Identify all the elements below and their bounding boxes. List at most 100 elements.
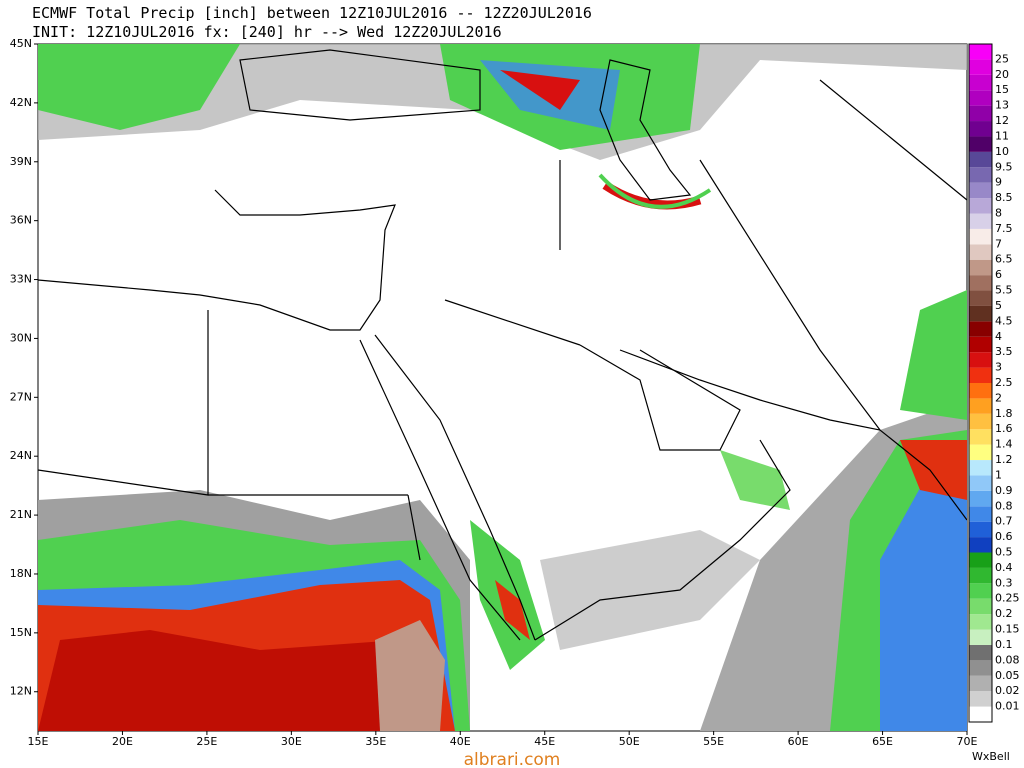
color-swatch bbox=[969, 398, 992, 414]
lon-label: 45E bbox=[534, 735, 555, 748]
level-label: 8.5 bbox=[995, 191, 1013, 204]
color-swatch bbox=[969, 691, 992, 707]
site-watermark: albrari.com bbox=[464, 750, 561, 768]
color-swatch bbox=[969, 429, 992, 445]
color-swatch bbox=[969, 552, 992, 568]
color-swatch bbox=[969, 90, 992, 106]
colorbar: 0.01 0.02 0.05 0.08 0.1 0.15 0.2 0.25 0.3 0.4 0.5 0… bbox=[968, 43, 1020, 723]
precip-area bbox=[900, 440, 967, 500]
level-label: 13 bbox=[995, 99, 1009, 112]
lat-label: 12N bbox=[10, 685, 32, 698]
color-swatch bbox=[969, 537, 992, 553]
level-label: 0.8 bbox=[995, 499, 1013, 512]
color-swatch bbox=[969, 598, 992, 615]
color-swatch bbox=[969, 506, 992, 522]
color-swatch bbox=[969, 213, 992, 229]
color-swatch bbox=[969, 675, 992, 692]
lat-label: 45N bbox=[10, 37, 32, 50]
level-label: 2.5 bbox=[995, 376, 1013, 389]
precip-area bbox=[375, 620, 445, 731]
level-label: 15 bbox=[995, 83, 1009, 96]
lon-label: 30E bbox=[281, 735, 302, 748]
lat-label: 18N bbox=[10, 567, 32, 580]
color-swatch bbox=[969, 614, 992, 630]
color-swatch bbox=[969, 321, 992, 337]
lon-label: 50E bbox=[619, 735, 640, 748]
color-swatch bbox=[969, 244, 992, 260]
color-swatch bbox=[969, 706, 992, 722]
lon-label: 25E bbox=[196, 735, 217, 748]
level-label: 0.01 bbox=[995, 700, 1020, 713]
level-label: 5.5 bbox=[995, 284, 1013, 297]
color-swatch bbox=[969, 336, 992, 353]
level-label: 0.3 bbox=[995, 576, 1013, 589]
level-label: 9 bbox=[995, 176, 1002, 189]
color-swatch bbox=[969, 105, 992, 122]
level-label: 6.5 bbox=[995, 253, 1013, 266]
precip-area bbox=[720, 450, 790, 510]
color-swatch bbox=[969, 275, 992, 291]
color-swatch bbox=[969, 259, 992, 276]
level-label: 0.6 bbox=[995, 530, 1013, 543]
coastline bbox=[37, 189, 396, 331]
color-swatch bbox=[969, 460, 992, 476]
lat-label: 30N bbox=[10, 331, 32, 344]
color-swatch bbox=[969, 59, 992, 75]
level-label: 1.4 bbox=[995, 438, 1013, 451]
level-label: 3.5 bbox=[995, 345, 1013, 358]
lat-label: 15N bbox=[10, 626, 32, 639]
level-label: 0.05 bbox=[995, 669, 1020, 682]
color-swatch bbox=[969, 644, 992, 661]
color-swatch bbox=[969, 521, 992, 538]
precip-area bbox=[38, 44, 240, 130]
lon-label: 20E bbox=[112, 735, 133, 748]
level-label: 25 bbox=[995, 52, 1009, 65]
color-swatch bbox=[969, 444, 992, 461]
color-swatch bbox=[969, 660, 992, 676]
level-label: 7.5 bbox=[995, 222, 1013, 235]
level-label: 0.4 bbox=[995, 561, 1013, 574]
precip-area bbox=[598, 173, 712, 209]
color-swatch bbox=[969, 567, 992, 584]
color-swatch bbox=[969, 305, 992, 322]
level-label: 1.2 bbox=[995, 453, 1013, 466]
lon-label: 65E bbox=[872, 735, 893, 748]
precip-area bbox=[540, 530, 760, 650]
level-label: 4 bbox=[995, 330, 1002, 343]
level-label: 11 bbox=[995, 129, 1009, 142]
lon-label: 40E bbox=[450, 735, 471, 748]
coastline bbox=[619, 349, 968, 521]
coastline bbox=[599, 59, 692, 201]
coastline bbox=[359, 334, 536, 641]
color-swatch bbox=[969, 182, 992, 199]
lat-label: 33N bbox=[10, 273, 32, 286]
color-swatch bbox=[969, 151, 992, 168]
lon-label: 35E bbox=[365, 735, 386, 748]
level-label: 12 bbox=[995, 114, 1009, 127]
level-label: 2 bbox=[995, 391, 1002, 404]
precip-area bbox=[500, 70, 580, 110]
color-swatch bbox=[969, 121, 992, 137]
level-label: 0.25 bbox=[995, 592, 1020, 605]
precip-area bbox=[38, 630, 440, 731]
lat-label: 27N bbox=[10, 390, 32, 403]
color-swatch bbox=[969, 629, 992, 645]
colorbar-frame bbox=[968, 43, 993, 723]
color-swatch bbox=[969, 167, 992, 183]
color-swatch bbox=[969, 136, 992, 152]
lon-label: 60E bbox=[788, 735, 809, 748]
color-swatch bbox=[969, 490, 992, 507]
level-label: 0.08 bbox=[995, 653, 1020, 666]
level-label: 6 bbox=[995, 268, 1002, 281]
color-swatch bbox=[969, 413, 992, 430]
color-swatch bbox=[969, 367, 992, 383]
level-label: 1 bbox=[995, 468, 1002, 481]
level-label: 1.6 bbox=[995, 422, 1013, 435]
precip-area bbox=[880, 470, 967, 731]
lat-label: 39N bbox=[10, 155, 32, 168]
level-label: 0.15 bbox=[995, 623, 1020, 636]
lat-label: 21N bbox=[10, 508, 32, 521]
lon-label: 15E bbox=[28, 735, 49, 748]
lat-label: 24N bbox=[10, 449, 32, 462]
lat-label: 42N bbox=[10, 96, 32, 109]
